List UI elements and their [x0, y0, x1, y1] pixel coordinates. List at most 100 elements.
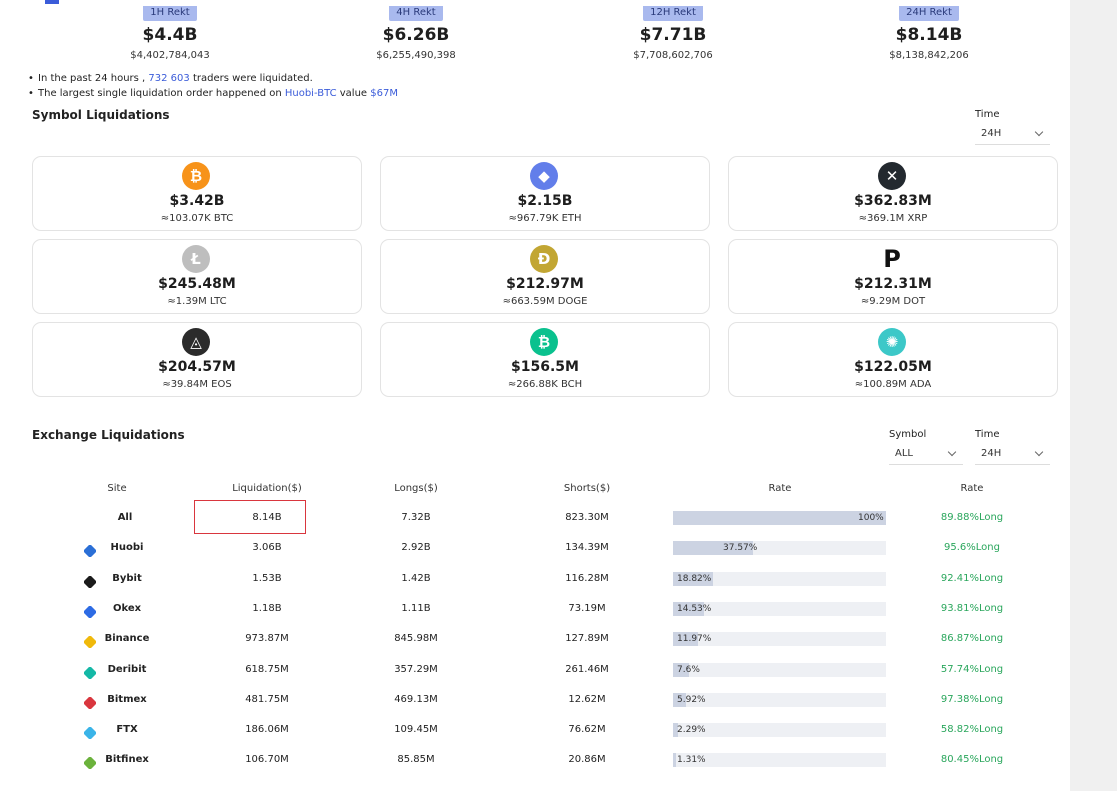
polkadot-icon: P — [878, 245, 906, 273]
cell-longs: 2.92B — [401, 542, 431, 554]
symbol-card[interactable]: ◬ $204.57M ≈39.84M EOS — [32, 322, 362, 397]
share-bar-fill — [673, 662, 689, 677]
rekt-value: $4.4B — [142, 25, 198, 45]
table-row[interactable]: FTX 186.06M 109.45M 76.62M 58.82%Long 2.29% — [0, 716, 1070, 746]
cell-rate: 97.38%Long — [940, 693, 1004, 705]
rekt-4h: 4H Rekt $6.26B $6,255,490,398 — [326, 0, 506, 61]
cell-liquidation: 8.14B — [252, 512, 282, 523]
cell-shorts: 127.89M — [565, 633, 609, 645]
symbol-card[interactable]: Ð $212.97M ≈663.59M DOGE — [380, 239, 710, 314]
header-longs[interactable]: Longs($) — [394, 483, 438, 494]
rekt-tag: 1H Rekt — [143, 6, 197, 21]
share-bar: 37.57% — [673, 541, 886, 556]
cell-rate: 80.45%Long — [940, 754, 1004, 766]
table-row[interactable]: Binance 973.87M 845.98M 127.89M 86.87%Long 11… — [0, 625, 1070, 655]
rekt-12h: 12H Rekt $7.71B $7,708,602,706 — [583, 0, 763, 61]
symbol-equivalent: ≈100.89M ADA — [854, 379, 932, 390]
time-label: Time — [975, 109, 1000, 120]
cardano-icon: ✺ — [878, 328, 906, 356]
share-bar: 14.53% — [673, 601, 886, 616]
symbol-amount: $362.83M — [854, 193, 932, 209]
share-bar-fill — [673, 541, 753, 556]
cell-shorts: 261.46M — [565, 663, 609, 675]
cell-liquidation: 186.06M — [245, 724, 289, 736]
trader-count: 732 603 — [148, 73, 190, 84]
rekt-exact: $8,138,842,206 — [889, 50, 969, 61]
share-bar-fill — [673, 571, 713, 586]
table-row[interactable]: All 8.14B 7.32B 823.30M 89.88%Long 100% — [0, 504, 1070, 534]
cell-longs: 845.98M — [394, 633, 438, 645]
symbol-amount: $122.05M — [854, 359, 932, 375]
time-select[interactable]: 24H — [975, 444, 1050, 465]
share-bar: 7.6% — [673, 662, 886, 677]
cell-longs: 1.11B — [401, 602, 431, 614]
cell-liquidation: 1.18B — [252, 602, 282, 614]
table-row[interactable]: Deribit 618.75M 357.29M 261.46M 57.74%Long 7.… — [0, 656, 1070, 686]
cell-rate: 89.88%Long — [940, 512, 1004, 523]
header-liquidation[interactable]: Liquidation($) — [232, 483, 302, 494]
symbol-amount: $245.48M — [158, 276, 236, 292]
symbol-equivalent: ≈369.1M XRP — [858, 213, 928, 224]
table-row[interactable]: Huobi 3.06B 2.92B 134.39M 95.6%Long 37.57% — [0, 534, 1070, 564]
cell-rate: 57.74%Long — [940, 663, 1004, 675]
share-bar: 5.92% — [673, 692, 886, 707]
cell-longs: 357.29M — [394, 663, 438, 675]
symbol-card[interactable]: Ł $245.48M ≈1.39M LTC — [32, 239, 362, 314]
symbol-card[interactable]: ₿ $3.42B ≈103.07K BTC — [32, 156, 362, 231]
share-bar-fill — [673, 723, 678, 738]
chevron-down-icon — [1034, 447, 1044, 457]
rekt-exact: $6,255,490,398 — [376, 50, 456, 61]
deribit-icon — [83, 664, 97, 679]
cell-liquidation: 106.70M — [245, 754, 289, 766]
symbol-equivalent: ≈1.39M LTC — [167, 296, 227, 307]
cell-site: Okex — [112, 602, 142, 614]
cell-longs: 1.42B — [401, 572, 431, 584]
rekt-tag: 12H Rekt — [643, 6, 703, 21]
cell-longs: 469.13M — [394, 693, 438, 705]
symbol-amount: $212.97M — [506, 276, 584, 292]
bitcoin-icon: ₿ — [182, 162, 210, 190]
symbol-amount: $212.31M — [854, 276, 932, 292]
share-bar-fill — [673, 632, 698, 647]
share-label: 100% — [858, 513, 884, 523]
symbol-card[interactable]: ₿ $156.5M ≈266.88K BCH — [380, 322, 710, 397]
symbol-liquidations-title: Symbol Liquidations — [32, 108, 170, 122]
cell-site: Bitfinex — [105, 754, 149, 766]
share-bar-fill — [673, 601, 704, 616]
cell-shorts: 116.28M — [565, 572, 609, 584]
table-row[interactable]: Okex 1.18B 1.11B 73.19M 93.81%Long 14.53% — [0, 595, 1070, 625]
ethereum-icon: ◆ — [530, 162, 558, 190]
share-bar: 100% — [673, 511, 886, 525]
time-select[interactable]: 24H — [975, 124, 1050, 145]
share-bar-fill — [673, 753, 676, 768]
share-bar-fill — [673, 511, 886, 525]
symbol-equivalent: ≈9.29M DOT — [860, 296, 926, 307]
header-site: Site — [107, 483, 127, 494]
cell-liquidation: 481.75M — [245, 693, 289, 705]
symbol-card[interactable]: ◆ $2.15B ≈967.79K ETH — [380, 156, 710, 231]
table-row[interactable]: Bitmex 481.75M 469.13M 12.62M 97.38%Long 5.92… — [0, 686, 1070, 716]
bitfinex-icon — [83, 754, 97, 770]
rekt-value: $6.26B — [382, 25, 450, 45]
symbol-equivalent: ≈39.84M EOS — [162, 379, 232, 390]
huobi-icon — [83, 542, 97, 558]
dogecoin-icon: Ð — [530, 245, 558, 273]
share-bar: 11.97% — [673, 632, 886, 647]
largest-order-pair-link[interactable]: Huobi-BTC — [284, 88, 337, 99]
cell-shorts: 76.62M — [568, 724, 606, 736]
share-label: 14.53% — [677, 603, 712, 614]
symbol-card[interactable]: ✕ $362.83M ≈369.1M XRP — [728, 156, 1058, 231]
cell-site: Binance — [104, 633, 150, 645]
share-bar: 18.82% — [673, 571, 886, 586]
header-shorts[interactable]: Shorts($) — [563, 483, 611, 494]
rekt-tag: 4H Rekt — [389, 6, 443, 21]
symbol-card[interactable]: P $212.31M ≈9.29M DOT — [728, 239, 1058, 314]
share-label: 5.92% — [677, 694, 706, 705]
symbol-label: Symbol — [889, 429, 927, 440]
table-row[interactable]: Bitfinex 106.70M 85.85M 20.86M 80.45%Long 1.3… — [0, 746, 1070, 776]
symbol-select[interactable]: ALL — [889, 444, 963, 465]
cell-liquidation: 1.53B — [252, 572, 282, 584]
rekt-tag: 24H Rekt — [899, 6, 959, 21]
table-row[interactable]: Bybit 1.53B 1.42B 116.28M 92.41%Long 18.82% — [0, 565, 1070, 595]
symbol-card[interactable]: ✺ $122.05M ≈100.89M ADA — [728, 322, 1058, 397]
